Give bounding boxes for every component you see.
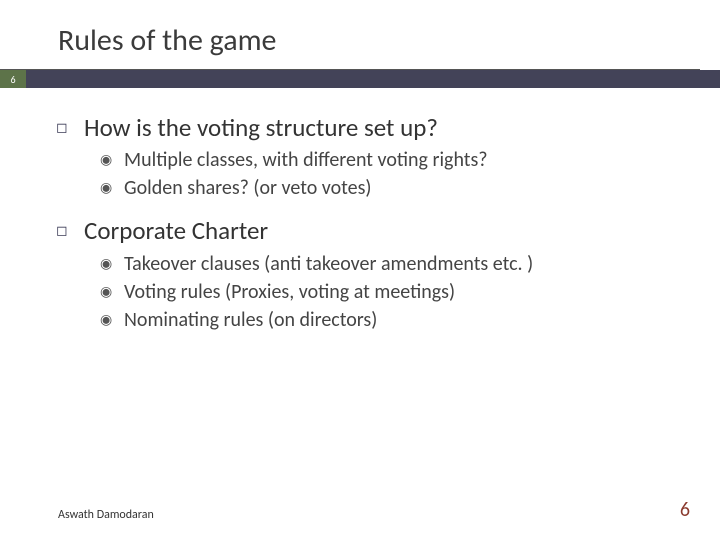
footer: Aswath Damodaran 6 [58, 498, 690, 522]
bullet-level2: ◉ Multiple classes, with different votin… [100, 147, 690, 173]
slide: Rules of the game 6 ◻ How is the voting … [0, 0, 720, 540]
slide-title: Rules of the game [0, 0, 700, 70]
bullet-text: Golden shares? (or veto votes) [124, 175, 372, 201]
circle-bullet-icon: ◉ [100, 307, 124, 333]
bullet-level1: ◻ How is the voting structure set up? [56, 112, 690, 143]
bullet-text: Takeover clauses (anti takeover amendmen… [124, 251, 533, 277]
author-name: Aswath Damodaran [58, 508, 154, 522]
circle-bullet-icon: ◉ [100, 147, 124, 173]
circle-bullet-icon: ◉ [100, 175, 124, 201]
circle-bullet-icon: ◉ [100, 279, 124, 305]
square-bullet-icon: ◻ [56, 112, 84, 143]
bullet-level2: ◉ Golden shares? (or veto votes) [100, 175, 690, 201]
bullet-text: Nominating rules (on directors) [124, 307, 377, 333]
bullet-text: How is the voting structure set up? [84, 112, 438, 143]
bullet-text: Voting rules (Proxies, voting at meeting… [124, 279, 455, 305]
circle-bullet-icon: ◉ [100, 251, 124, 277]
content-area: ◻ How is the voting structure set up? ◉ … [0, 88, 720, 333]
accent-bar: 6 [0, 70, 720, 88]
bullet-level2: ◉ Takeover clauses (anti takeover amendm… [100, 251, 690, 277]
square-bullet-icon: ◻ [56, 215, 84, 246]
accent-bar-right [26, 70, 720, 88]
page-number: 6 [680, 498, 690, 522]
slide-number-badge: 6 [0, 70, 26, 88]
bullet-level2: ◉ Nominating rules (on directors) [100, 307, 690, 333]
bullet-text: Multiple classes, with different voting … [124, 147, 488, 173]
bullet-level1: ◻ Corporate Charter [56, 215, 690, 246]
bullet-text: Corporate Charter [84, 215, 268, 246]
bullet-level2: ◉ Voting rules (Proxies, voting at meeti… [100, 279, 690, 305]
